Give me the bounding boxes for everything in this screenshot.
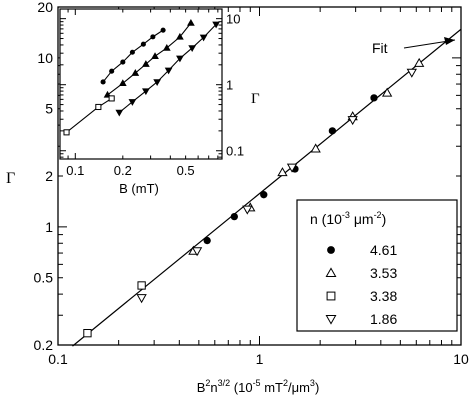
inset-point-series-4-61 [160,27,166,33]
inset-point-series-3-53 [142,60,150,67]
inset-y-axis-label: Γ [251,91,260,107]
inset-point-series-3-53 [187,18,195,26]
legend-marker-3-38 [326,291,336,301]
data-point-series-1-86 [136,294,147,304]
data-point-series-3-53 [414,57,425,67]
inset-chart: 0.1 0.2 0.5 0.1 1 10 B (mT) Γ [59,8,260,196]
legend-box [296,199,458,332]
inset-x-tick-label: 0.1 [66,163,84,178]
main-y-tick-label: 2 [45,168,53,184]
inset-point-series-3-53 [162,43,171,51]
inset-point-series-4-61 [129,49,135,55]
legend-marker-3-53 [325,267,337,277]
inset-data-markers [63,18,220,136]
inset-point-series-4-61 [109,68,115,74]
fit-annotation-arrowhead [444,37,455,45]
inset-point-series-3-38 [95,103,102,111]
main-x-tick-label: 0.1 [48,351,68,367]
data-point-series-3-53 [381,87,393,97]
inset-point-series-1-86 [153,79,162,86]
main-y-tick-label: 1 [45,219,53,235]
fit-annotation-label: Fit [372,40,388,56]
inset-point-series-3-53 [131,69,140,76]
inset-y-tick-label: 0.1 [226,144,244,159]
main-x-axis-label: B2n3/2 (10-5 mT2/μm3) [197,378,320,395]
main-x-tick-label: 10 [453,351,469,367]
data-point-series-1-86 [406,68,417,78]
data-point-series-4-61 [370,94,378,102]
inset-point-series-3-53 [151,52,159,59]
main-y-tick-label: 0.5 [34,270,54,286]
inset-point-series-4-61 [100,79,106,85]
legend: n (10-3 μm-2) 4.61 3.53 3.38 1.86 [296,199,458,332]
inset-y-tick-label: 1 [226,78,233,93]
data-point-series-3-38 [83,329,92,338]
fit-line [72,28,462,347]
main-y-tick-label: 20 [37,0,53,15]
legend-markers [325,246,337,325]
main-data-markers [83,57,425,338]
main-y-tick-label: 10 [37,50,53,66]
inset-x-axis-label: B (mT) [119,181,159,196]
inset-point-series-1-86 [142,88,150,96]
inset-point-series-1-86 [115,109,124,117]
inset-point-series-1-86 [164,67,173,75]
inset-point-series-3-38 [108,95,115,102]
inset-point-series-3-53 [176,32,184,40]
data-point-series-4-61 [260,191,268,199]
inset-y-tick-label: 10 [226,12,240,27]
inset-point-series-1-86 [199,34,208,42]
inset-point-series-4-61 [150,34,156,40]
legend-marker-4-61 [327,246,335,254]
legend-marker-1-86 [325,315,337,325]
data-point-series-1-86 [191,247,203,257]
data-point-series-3-53 [277,167,288,177]
data-point-series-3-53 [310,143,321,153]
legend-label-3-53: 3.53 [370,265,397,281]
inset-x-tick-label: 0.2 [114,163,132,178]
main-chart: 0.1 1 10 0.2 0.5 1 2 5 10 20 Γ B2n3/2 (10-5 mT2/… [6,0,469,395]
legend-label-4-61: 4.61 [370,242,397,258]
legend-title: n (10-3 μm-2) [310,210,386,227]
inset-point-series-3-38 [63,129,70,136]
inset-point-series-1-86 [188,45,197,52]
legend-label-1-86: 1.86 [370,311,397,327]
inset-x-tick-labels: 0.1 0.2 0.5 [66,163,194,178]
legend-label-3-38: 3.38 [370,288,397,304]
main-x-tick-labels: 0.1 1 10 [48,351,469,367]
inset-x-tick-label: 0.5 [177,163,195,178]
inset-point-series-1-86 [128,99,137,106]
inset-point-series-4-61 [120,59,126,65]
main-y-tick-label: 0.2 [34,337,54,353]
data-point-series-1-86 [347,116,358,126]
main-y-tick-label: 5 [45,101,53,117]
inset-point-series-3-53 [118,79,127,87]
data-point-series-1-86 [286,163,298,173]
data-point-series-4-61 [203,236,211,245]
main-x-tick-label: 1 [256,351,264,367]
inset-point-series-1-86 [176,55,184,63]
inset-point-series-4-61 [140,41,146,47]
inset-tick-marks [59,9,222,159]
data-point-series-4-61 [230,212,238,221]
inset-y-tick-labels: 0.1 1 10 [226,12,244,159]
inset-plot-frame [59,8,223,160]
main-y-tick-labels: 0.2 0.5 1 2 5 10 20 [34,0,54,353]
main-y-axis-label: Γ [6,170,15,187]
data-point-series-4-61 [328,127,337,135]
data-point-series-3-38 [137,281,146,290]
data-point-series-1-86 [242,205,253,215]
inset-point-series-1-86 [212,21,220,29]
